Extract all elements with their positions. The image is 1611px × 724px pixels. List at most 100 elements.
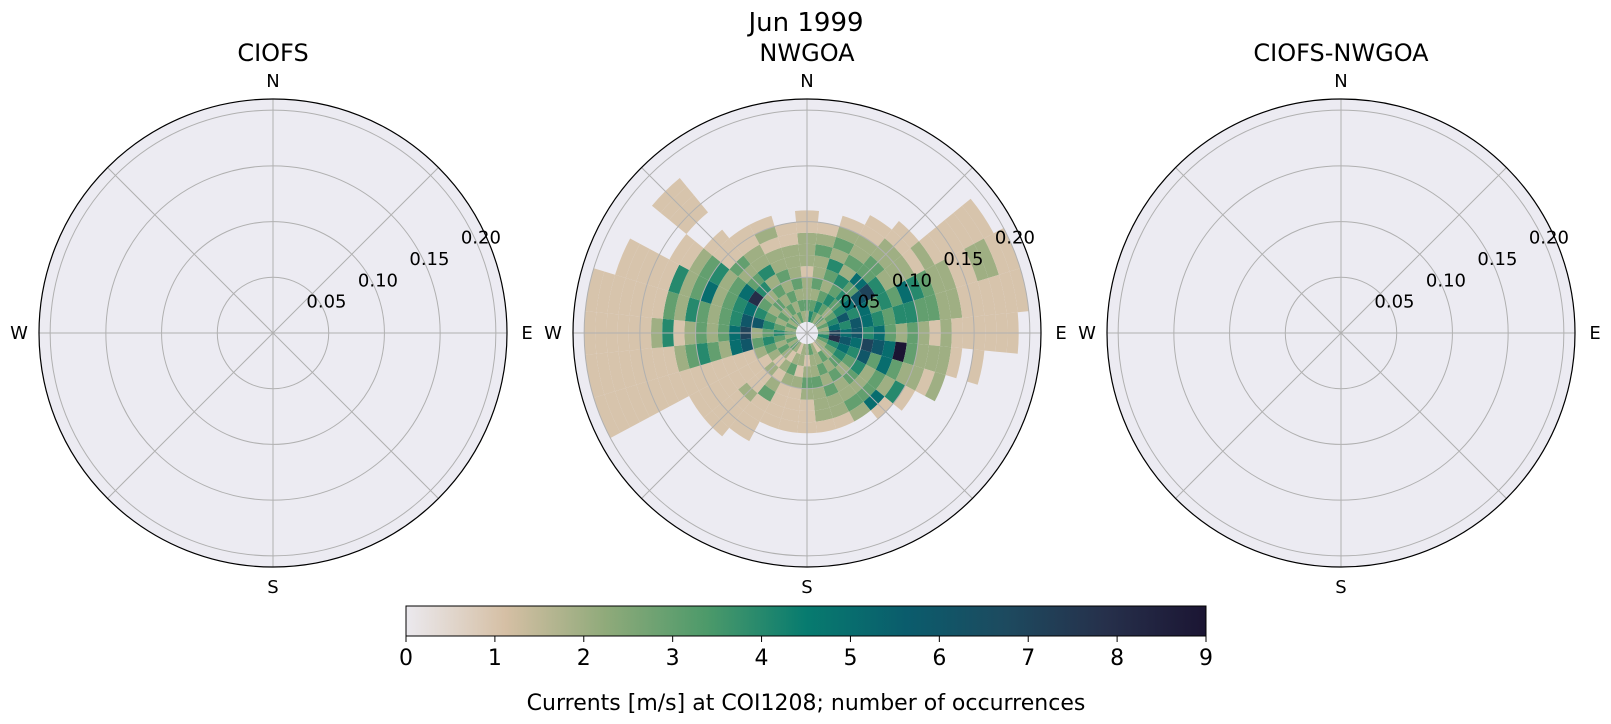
histogram-cell — [740, 313, 754, 328]
histogram-cell — [966, 281, 985, 317]
radial-tick-label: 0.15 — [943, 249, 983, 270]
histogram-cell — [858, 364, 876, 383]
histogram-cell — [775, 269, 791, 284]
histogram-cell — [832, 411, 855, 429]
histogram-cell — [884, 380, 906, 404]
histogram-cell — [860, 313, 874, 328]
radial-tick-label: 0.10 — [358, 270, 398, 291]
histogram-cell — [865, 296, 882, 314]
histogram-cell — [867, 276, 886, 297]
histogram-cell — [812, 386, 827, 400]
histogram-cell — [647, 378, 670, 412]
histogram-cell — [810, 364, 820, 378]
histogram-cell — [689, 390, 713, 418]
histogram-cell — [794, 364, 804, 378]
histogram-cell — [767, 304, 782, 318]
histogram-cell — [977, 278, 996, 316]
histogram-cell — [813, 255, 830, 270]
grid-spoke — [641, 167, 808, 334]
histogram-cell — [750, 393, 771, 412]
histogram-cell — [618, 350, 637, 388]
histogram-cell — [778, 293, 792, 308]
colorbar-gradient — [405, 605, 1207, 637]
histogram-cell — [924, 371, 946, 402]
colorbar-tick-label: 2 — [577, 646, 591, 671]
radial-tick-label: 0.05 — [1374, 292, 1414, 313]
histogram-cell — [800, 310, 806, 323]
histogram-cell — [718, 340, 733, 359]
histogram-cell — [700, 280, 719, 304]
histogram-cell — [846, 306, 861, 321]
histogram-cell — [816, 222, 840, 238]
histogram-cell — [657, 375, 680, 407]
histogram-cell — [607, 351, 626, 392]
histogram-cell — [829, 247, 850, 265]
histogram-cell — [740, 338, 754, 353]
histogram-cell — [849, 316, 863, 329]
histogram-cell — [823, 269, 839, 284]
panel-title: NWGOA — [759, 39, 855, 67]
histogram-cell — [718, 269, 739, 291]
colorbar-tick-label: 7 — [1021, 646, 1035, 671]
histogram-cell — [823, 382, 839, 397]
colorbar-tick-label: 1 — [488, 646, 502, 671]
histogram-cell — [728, 369, 747, 390]
histogram-cell — [785, 336, 798, 344]
direction-label-e: E — [1055, 323, 1066, 344]
panel-title: CIOFS — [237, 39, 308, 67]
panel-title: CIOFS-NWGOA — [1253, 39, 1429, 67]
histogram-cell — [828, 323, 841, 331]
histogram-cell — [838, 320, 852, 330]
polar-panel-1: 0.05 0.10 0.15 0.20 N E S W CIOFS — [10, 39, 533, 598]
histogram-cell — [708, 380, 730, 404]
histogram-cell — [809, 354, 817, 367]
histogram-cell — [750, 254, 771, 273]
histogram-cell — [784, 255, 801, 270]
histogram-cell — [832, 237, 855, 255]
histogram-cell — [729, 310, 744, 327]
histogram-cell — [732, 296, 749, 314]
histogram-cell — [814, 407, 833, 422]
histogram-cell — [893, 255, 916, 281]
histogram-cell — [711, 358, 729, 381]
histogram-cell — [753, 345, 768, 360]
histogram-cell — [849, 401, 871, 422]
histogram-cell — [774, 222, 798, 238]
histogram-cell — [775, 317, 788, 327]
histogram-cell — [858, 283, 876, 302]
histogram-cell — [775, 339, 788, 349]
direction-label-e: E — [521, 323, 532, 344]
histogram-cell — [964, 243, 989, 282]
histogram-cell — [764, 401, 785, 419]
histogram-cell — [596, 271, 616, 314]
histogram-cell — [934, 346, 952, 376]
direction-label-n: N — [800, 71, 813, 92]
histogram-cell — [668, 371, 690, 402]
direction-label-w: W — [10, 323, 28, 344]
histogram-cell — [832, 348, 847, 362]
histogram-cell — [838, 384, 857, 402]
histogram-cell — [629, 281, 648, 317]
histogram-cell — [753, 306, 768, 321]
histogram-cell — [625, 384, 650, 423]
histogram-cell — [777, 233, 799, 248]
histogram-cell — [743, 244, 765, 265]
histogram-cell — [732, 352, 749, 370]
histogram-cell — [784, 334, 797, 340]
direction-label-n: N — [1334, 71, 1347, 92]
direction-label-w: W — [1078, 323, 1096, 344]
histogram-cell — [829, 401, 850, 419]
histogram-cell — [785, 322, 798, 330]
histogram-cell — [864, 215, 892, 239]
colorbar-tick-label: 6 — [932, 646, 946, 671]
histogram-cell — [832, 304, 847, 318]
histogram-cell — [777, 311, 790, 323]
histogram-cell — [792, 341, 802, 353]
histogram-cell — [875, 375, 896, 397]
histogram-cell — [585, 353, 605, 398]
histogram-cell — [915, 368, 935, 397]
histogram-cell — [738, 283, 756, 302]
histogram-cell — [728, 276, 747, 297]
histogram-cell — [870, 310, 885, 327]
histogram-cell — [902, 342, 918, 366]
